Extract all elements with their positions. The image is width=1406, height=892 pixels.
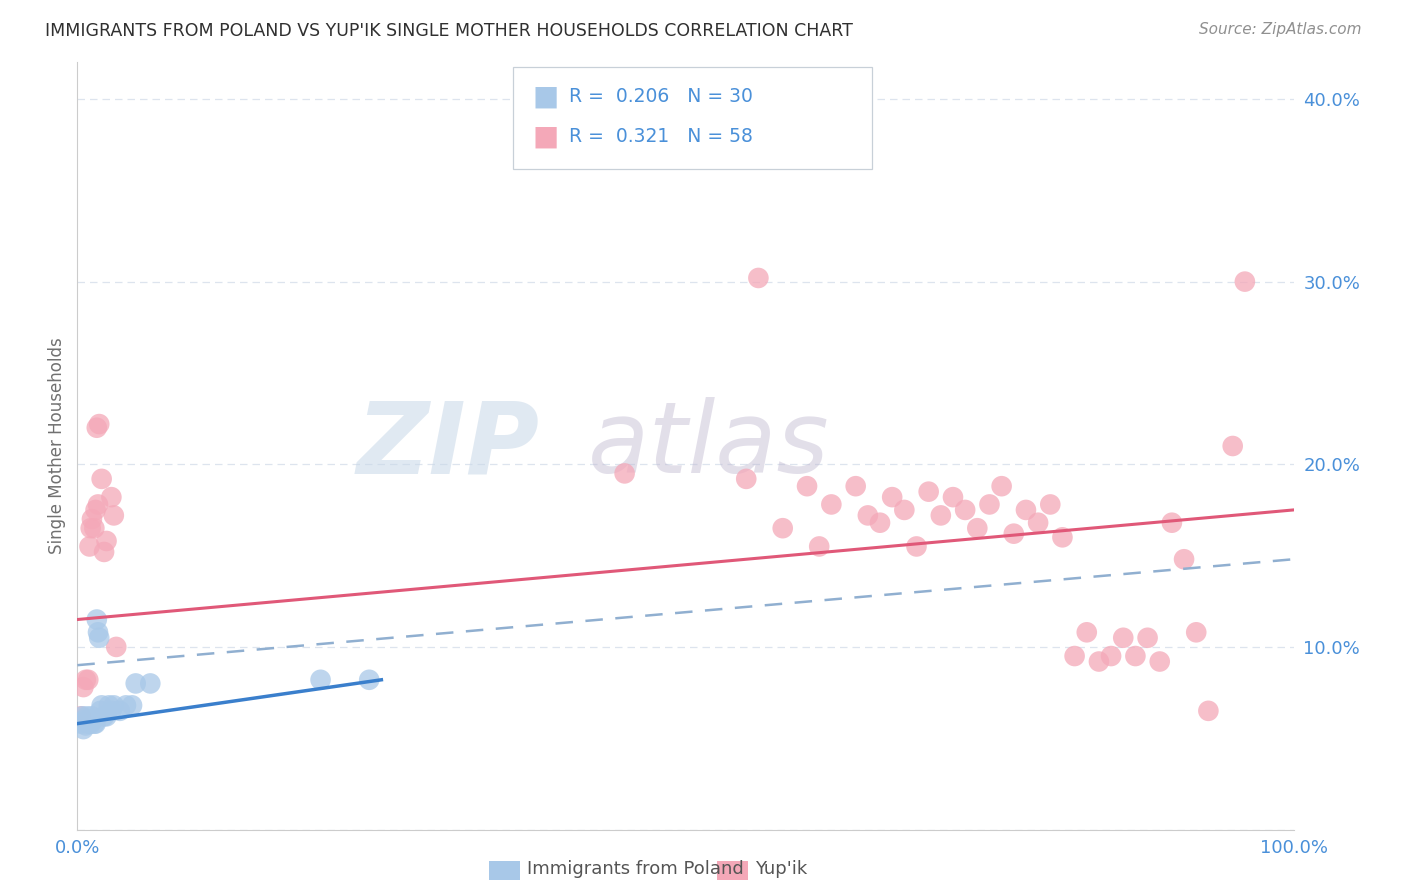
- Point: [105, 640, 128, 654]
- Point: [1099, 648, 1122, 663]
- Point: [80, 716, 103, 731]
- Point: [139, 676, 162, 690]
- Point: [100, 704, 122, 718]
- Point: [1015, 503, 1038, 517]
- Point: [918, 484, 941, 499]
- Point: [108, 704, 131, 718]
- Point: [979, 498, 1001, 512]
- Point: [1039, 498, 1062, 512]
- Point: [96, 709, 118, 723]
- Point: [1026, 516, 1049, 530]
- Point: [966, 521, 988, 535]
- Text: ■: ■: [533, 122, 560, 151]
- Point: [1173, 552, 1195, 566]
- Point: [77, 716, 100, 731]
- Point: [359, 673, 381, 687]
- Point: [87, 498, 110, 512]
- Point: [1197, 704, 1219, 718]
- Point: [796, 479, 818, 493]
- Point: [772, 521, 794, 535]
- Point: [1185, 625, 1208, 640]
- Point: [75, 718, 97, 732]
- Point: [1052, 530, 1074, 544]
- Text: ■: ■: [533, 82, 560, 111]
- Point: [1002, 526, 1025, 541]
- Point: [89, 704, 111, 718]
- Point: [76, 709, 98, 723]
- Point: [82, 713, 104, 727]
- Point: [84, 503, 107, 517]
- Point: [86, 421, 108, 435]
- Point: [80, 521, 103, 535]
- Point: [747, 271, 769, 285]
- Point: [1149, 655, 1171, 669]
- Point: [613, 467, 636, 481]
- Point: [125, 676, 148, 690]
- Point: [735, 472, 758, 486]
- Point: [1063, 648, 1085, 663]
- Point: [72, 722, 94, 736]
- Point: [97, 698, 120, 713]
- Text: R =  0.206   N = 30: R = 0.206 N = 30: [569, 87, 754, 106]
- Point: [83, 521, 105, 535]
- Point: [77, 673, 100, 687]
- Text: Immigrants from Poland: Immigrants from Poland: [527, 860, 744, 878]
- Point: [103, 698, 125, 713]
- Point: [93, 709, 115, 723]
- Point: [90, 698, 112, 713]
- Point: [675, 137, 697, 152]
- Text: atlas: atlas: [588, 398, 830, 494]
- Point: [79, 713, 101, 727]
- Point: [70, 709, 93, 723]
- Point: [1076, 625, 1098, 640]
- Point: [905, 540, 928, 554]
- Point: [309, 673, 332, 687]
- Point: [93, 545, 115, 559]
- Text: Source: ZipAtlas.com: Source: ZipAtlas.com: [1198, 22, 1361, 37]
- Point: [80, 709, 103, 723]
- Point: [84, 716, 107, 731]
- Y-axis label: Single Mother Households: Single Mother Households: [48, 338, 66, 554]
- Point: [121, 698, 143, 713]
- Point: [1222, 439, 1244, 453]
- Point: [990, 479, 1012, 493]
- Point: [89, 417, 111, 431]
- Point: [70, 716, 93, 731]
- Point: [103, 508, 125, 523]
- Text: Yup'ik: Yup'ik: [755, 860, 807, 878]
- Point: [929, 508, 952, 523]
- Point: [1088, 655, 1111, 669]
- Point: [1136, 631, 1159, 645]
- Point: [1112, 631, 1135, 645]
- Point: [882, 490, 904, 504]
- Point: [70, 709, 93, 723]
- Point: [893, 503, 915, 517]
- Point: [96, 533, 118, 548]
- Point: [115, 698, 138, 713]
- Point: [87, 625, 110, 640]
- Point: [808, 540, 831, 554]
- Point: [856, 508, 879, 523]
- Point: [75, 673, 97, 687]
- Text: R =  0.321   N = 58: R = 0.321 N = 58: [569, 127, 754, 146]
- Point: [869, 516, 891, 530]
- Point: [90, 472, 112, 486]
- Point: [953, 503, 976, 517]
- Point: [1233, 275, 1256, 289]
- Point: [79, 540, 101, 554]
- Point: [100, 490, 122, 504]
- Point: [1161, 516, 1184, 530]
- Point: [1125, 648, 1147, 663]
- Point: [73, 713, 96, 727]
- Text: ZIP: ZIP: [357, 398, 540, 494]
- Point: [89, 631, 111, 645]
- Text: IMMIGRANTS FROM POLAND VS YUP'IK SINGLE MOTHER HOUSEHOLDS CORRELATION CHART: IMMIGRANTS FROM POLAND VS YUP'IK SINGLE …: [45, 22, 853, 40]
- Point: [83, 716, 105, 731]
- Point: [72, 680, 94, 694]
- Point: [845, 479, 868, 493]
- Point: [820, 498, 842, 512]
- Point: [86, 613, 108, 627]
- Point: [80, 512, 103, 526]
- Point: [942, 490, 965, 504]
